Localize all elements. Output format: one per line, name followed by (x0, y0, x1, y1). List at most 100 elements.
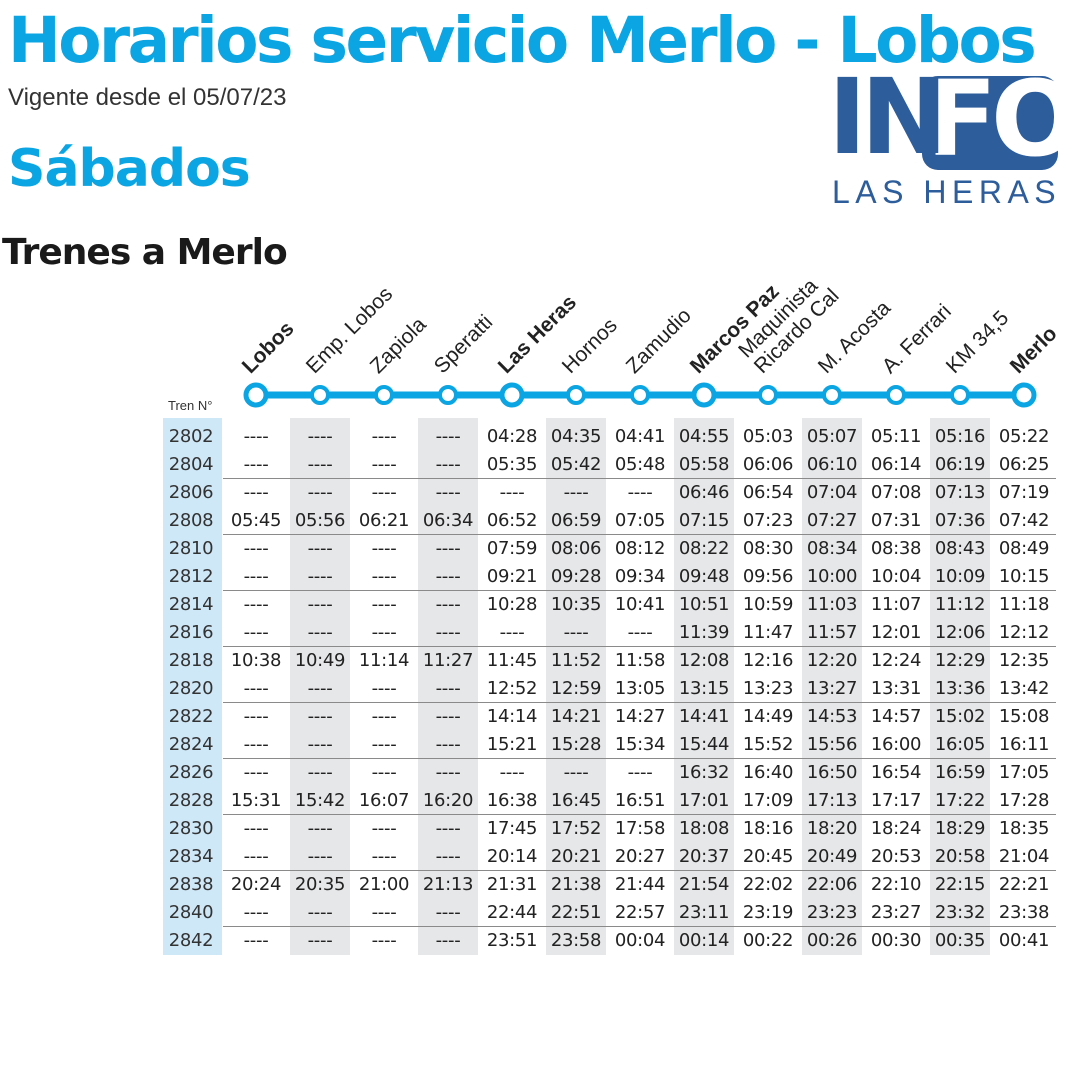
station-column-shade (546, 418, 606, 955)
time-cell: ---- (435, 454, 461, 475)
station-label: Speratti (430, 311, 497, 378)
table-row: 2824 ---- ---- ---- ---- 15:21 15:28 15:34 15:44… (0, 731, 1080, 759)
time-cell: 22:15 (934, 874, 986, 895)
time-cell: ---- (307, 426, 333, 447)
time-cell: 22:44 (486, 902, 538, 923)
time-cell: ---- (627, 762, 653, 783)
time-cell: 00:41 (998, 930, 1050, 951)
time-cell: 07:15 (678, 510, 730, 531)
time-cell: 07:59 (486, 538, 538, 559)
time-cell: 20:53 (870, 846, 922, 867)
time-cell: 10:28 (486, 594, 538, 615)
time-cell: ---- (243, 538, 269, 559)
time-cell: ---- (435, 566, 461, 587)
time-cell: 13:36 (934, 678, 986, 699)
time-cell: 21:13 (422, 874, 474, 895)
station-stop-marker (950, 385, 970, 405)
table-row: 2830 ---- ---- ---- ---- 17:45 17:52 17:58 18:08… (0, 815, 1080, 843)
time-cell: 05:35 (486, 454, 538, 475)
time-cell: 16:51 (614, 790, 666, 811)
time-cell: 05:58 (678, 454, 730, 475)
station-stop-marker (691, 382, 717, 408)
station-name-line: Hornos (557, 313, 622, 378)
time-cell: 10:00 (806, 566, 858, 587)
station-label: Lobos (238, 317, 299, 378)
time-cell: 06:46 (678, 482, 730, 503)
time-cell: 09:21 (486, 566, 538, 587)
time-cell: ---- (435, 846, 461, 867)
time-cell: 16:32 (678, 762, 730, 783)
time-cell: ---- (499, 762, 525, 783)
row-group-separator (223, 590, 1056, 591)
time-cell: 07:04 (806, 482, 858, 503)
time-cell: 22:57 (614, 902, 666, 923)
time-cell: ---- (243, 594, 269, 615)
time-cell: 20:21 (550, 846, 602, 867)
time-cell: 11:03 (806, 594, 858, 615)
time-cell: ---- (435, 622, 461, 643)
train-column-shade (163, 418, 222, 955)
train-number: 2820 (168, 678, 214, 699)
time-cell: 07:36 (934, 510, 986, 531)
time-cell: 18:24 (870, 818, 922, 839)
time-cell: ---- (243, 902, 269, 923)
train-number: 2802 (168, 426, 214, 447)
table-row: 2808 05:45 05:56 06:21 06:34 06:52 06:59 07:05 0… (0, 507, 1080, 535)
station-column-shade (930, 418, 990, 955)
time-cell: ---- (499, 622, 525, 643)
time-cell: ---- (435, 482, 461, 503)
table-row: 2828 15:31 15:42 16:07 16:20 16:38 16:45 16:51 1… (0, 787, 1080, 815)
time-cell: ---- (371, 930, 397, 951)
time-cell: 05:22 (998, 426, 1050, 447)
time-cell: 05:56 (294, 510, 346, 531)
station-stop-marker (1011, 382, 1037, 408)
time-cell: ---- (243, 426, 269, 447)
logo-text-plain: IN (828, 56, 948, 178)
time-cell: ---- (243, 454, 269, 475)
time-cell: 20:58 (934, 846, 986, 867)
time-cell: 12:35 (998, 650, 1050, 671)
time-cell: ---- (307, 566, 333, 587)
time-cell: ---- (243, 482, 269, 503)
time-cell: 22:21 (998, 874, 1050, 895)
time-cell: 20:27 (614, 846, 666, 867)
time-cell: 15:21 (486, 734, 538, 755)
train-number: 2828 (168, 790, 214, 811)
time-cell: 13:05 (614, 678, 666, 699)
time-cell: 10:35 (550, 594, 602, 615)
info-las-heras-logo: FO IN LAS HERAS (828, 62, 1079, 210)
time-cell: 16:40 (742, 762, 794, 783)
validity-date: Vigente desde el 05/07/23 (8, 84, 287, 111)
time-cell: 14:49 (742, 706, 794, 727)
time-cell: 15:42 (294, 790, 346, 811)
time-cell: 00:30 (870, 930, 922, 951)
time-cell: 00:14 (678, 930, 730, 951)
time-cell: 20:37 (678, 846, 730, 867)
time-cell: 04:28 (486, 426, 538, 447)
time-cell: 06:21 (358, 510, 410, 531)
time-cell: ---- (307, 930, 333, 951)
time-cell: 06:52 (486, 510, 538, 531)
time-cell: 11:18 (998, 594, 1050, 615)
time-cell: 11:57 (806, 622, 858, 643)
time-cell: 08:49 (998, 538, 1050, 559)
time-cell: 11:07 (870, 594, 922, 615)
table-row: 2820 ---- ---- ---- ---- 12:52 12:59 13:05 13:15… (0, 675, 1080, 703)
time-cell: 04:55 (678, 426, 730, 447)
time-cell: ---- (307, 734, 333, 755)
time-cell: 22:06 (806, 874, 858, 895)
train-number: 2808 (168, 510, 214, 531)
table-row: 2818 10:38 10:49 11:14 11:27 11:45 11:52 11:58 1… (0, 647, 1080, 675)
time-cell: 23:11 (678, 902, 730, 923)
time-cell: 06:25 (998, 454, 1050, 475)
train-number: 2804 (168, 454, 214, 475)
time-cell: 12:20 (806, 650, 858, 671)
time-cell: 15:34 (614, 734, 666, 755)
time-cell: 16:50 (806, 762, 858, 783)
time-cell: 18:08 (678, 818, 730, 839)
time-cell: 07:13 (934, 482, 986, 503)
time-cell: 13:31 (870, 678, 922, 699)
time-cell: 21:04 (998, 846, 1050, 867)
time-cell: 05:42 (550, 454, 602, 475)
time-cell: 11:39 (678, 622, 730, 643)
